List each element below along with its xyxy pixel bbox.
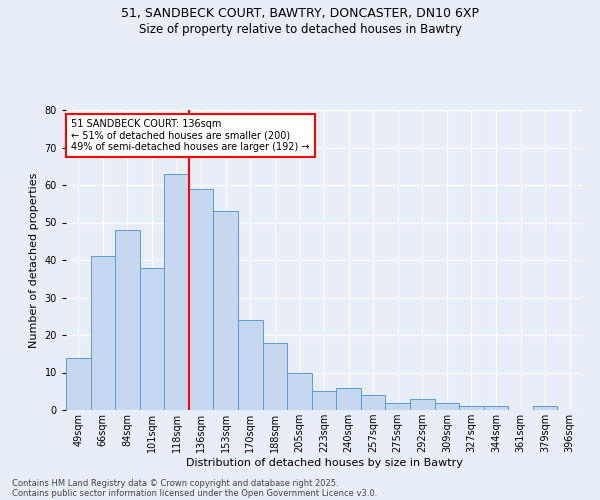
Bar (66, 358, 91, 410)
Bar (336, 388, 361, 410)
Bar (115, 230, 140, 410)
Bar (287, 372, 312, 410)
Text: 51, SANDBECK COURT, BAWTRY, DONCASTER, DN10 6XP: 51, SANDBECK COURT, BAWTRY, DONCASTER, D… (121, 8, 479, 20)
Bar (91, 256, 115, 410)
Text: Contains public sector information licensed under the Open Government Licence v3: Contains public sector information licen… (12, 488, 377, 498)
Bar (238, 320, 263, 410)
Bar (434, 402, 459, 410)
Bar (385, 402, 410, 410)
Y-axis label: Number of detached properties: Number of detached properties (29, 172, 39, 348)
Bar (410, 399, 434, 410)
X-axis label: Distribution of detached houses by size in Bawtry: Distribution of detached houses by size … (185, 458, 463, 468)
Text: 51 SANDBECK COURT: 136sqm
← 51% of detached houses are smaller (200)
49% of semi: 51 SANDBECK COURT: 136sqm ← 51% of detac… (71, 119, 310, 152)
Bar (312, 391, 336, 410)
Bar (164, 174, 189, 410)
Bar (140, 268, 164, 410)
Bar (484, 406, 508, 410)
Bar (263, 342, 287, 410)
Text: Size of property relative to detached houses in Bawtry: Size of property relative to detached ho… (139, 22, 461, 36)
Bar (214, 211, 238, 410)
Bar (533, 406, 557, 410)
Bar (459, 406, 484, 410)
Bar (361, 395, 385, 410)
Text: Contains HM Land Registry data © Crown copyright and database right 2025.: Contains HM Land Registry data © Crown c… (12, 478, 338, 488)
Bar (189, 188, 214, 410)
